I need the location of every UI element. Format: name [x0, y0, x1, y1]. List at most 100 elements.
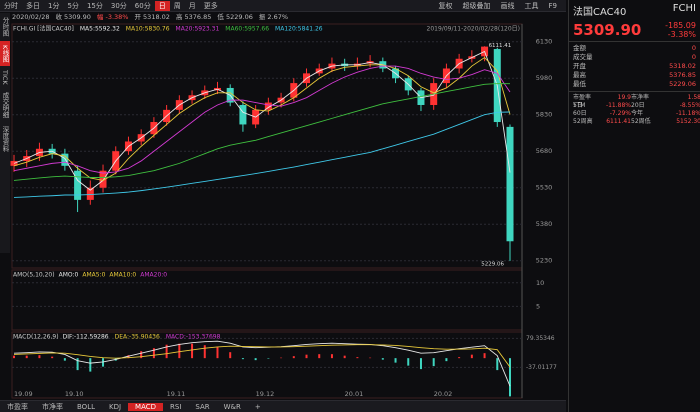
- indicator-tab[interactable]: 市净率: [42, 402, 63, 411]
- macd-bar: [203, 345, 206, 359]
- quote-label: 金额: [573, 44, 586, 52]
- macd-bar: [394, 358, 397, 363]
- macd-bar: [330, 354, 333, 359]
- macd-bar: [483, 353, 486, 359]
- macd-bar: [191, 343, 194, 359]
- y-tick-label: 5980: [536, 74, 553, 82]
- y-tick-label: 6130: [536, 38, 553, 46]
- indicator-tab[interactable]: +: [254, 402, 261, 411]
- tool-button[interactable]: 画线: [500, 2, 515, 10]
- view-tab[interactable]: K线图: [0, 40, 10, 66]
- period-tab[interactable]: 月: [188, 1, 196, 10]
- chart: 2020/02/28 收 5309.90 幅 -3.38% 开 5318.02 高 53…: [10, 12, 557, 399]
- macd-bar: [280, 357, 283, 359]
- macd-line: [13, 340, 511, 387]
- indicator-tab[interactable]: BOLL: [77, 402, 95, 411]
- period-tab[interactable]: 15分: [86, 1, 103, 10]
- chart-title: FCHI.GI [法国CAC40]: [13, 25, 74, 33]
- period-tab[interactable]: 分时: [4, 1, 18, 10]
- y-tick-label: 5530: [536, 184, 553, 192]
- macd-bar: [432, 358, 435, 367]
- legend-item: AMA5:0: [82, 272, 105, 279]
- ma-line: [13, 83, 511, 181]
- period-tab[interactable]: 多日: [26, 1, 40, 10]
- bottom-tabs: 市盈率 市净率 BOLL KDJ MACD RSI SAR W&R +: [0, 400, 566, 412]
- panel-frame: [11, 23, 523, 269]
- x-tick-label: 20.01: [345, 390, 364, 398]
- legend-item: MA60:5957.66: [225, 26, 269, 33]
- ma-line: [13, 56, 511, 181]
- macd-bar: [470, 354, 473, 359]
- stat-label: 60日: [573, 110, 587, 117]
- macd-bar: [89, 358, 92, 372]
- tools: 复权 超级叠加 画线 工具 F9: [434, 0, 562, 12]
- ma-line: [13, 50, 511, 191]
- tool-button[interactable]: 工具: [524, 2, 539, 10]
- macd-bar: [458, 357, 461, 359]
- quote-label: 成交量: [573, 53, 593, 61]
- y-tick-label: -37.01177: [526, 364, 557, 371]
- macd-bar: [305, 354, 308, 359]
- tool-button[interactable]: 超级叠加: [462, 2, 491, 10]
- info-item: 高 5376.85: [176, 12, 211, 21]
- period-tab[interactable]: 周: [173, 1, 181, 10]
- indicator-tab[interactable]: MACD: [128, 402, 164, 411]
- candle-body: [86, 187, 94, 200]
- quote-price: 5309.90: [573, 21, 642, 39]
- legend-item: MACD:-153.37698: [166, 334, 221, 341]
- ma-line: [13, 111, 511, 198]
- macd-bar: [13, 355, 15, 359]
- period-tab[interactable]: 日: [154, 0, 170, 11]
- y-tick-label: 10: [536, 279, 544, 287]
- tool-button[interactable]: F9: [548, 2, 557, 10]
- tool-button[interactable]: 复权: [438, 2, 453, 10]
- period-tab[interactable]: 更多: [203, 1, 218, 10]
- period-tab[interactable]: 1分: [48, 1, 60, 10]
- indicator-tab[interactable]: W&R: [223, 402, 241, 411]
- period-tab[interactable]: 5分: [67, 1, 79, 10]
- quote-label: 开盘: [573, 62, 586, 70]
- macd-bar: [165, 344, 168, 359]
- view-tab[interactable]: TICK: [1, 69, 9, 85]
- indicator-tab[interactable]: KDJ: [109, 402, 122, 411]
- y-tick-label: 5: [536, 302, 540, 310]
- toolbar: 分时 多日 1分 5分 15分 30分 60分日周月更多 复权 超级叠加 画线 工具 F9: [0, 0, 566, 12]
- macd-bar: [152, 348, 155, 359]
- stat-row: 60日 -7.29% 今年 -11.18%: [569, 110, 700, 118]
- ma-line: [13, 65, 511, 174]
- quote-label: 最高: [573, 71, 586, 79]
- info-item: 开 5318.02: [134, 13, 169, 21]
- stat-value: 19.9: [617, 94, 631, 101]
- view-tab[interactable]: 分时图: [1, 17, 9, 37]
- candle-body: [99, 170, 107, 188]
- stat-value: 6111.41: [606, 118, 631, 125]
- info-item: 收 5309.90: [55, 12, 90, 21]
- x-tick-label: 19.11: [167, 390, 186, 398]
- panel-frame: [11, 331, 523, 399]
- macd-bar: [140, 351, 143, 359]
- legend-item: MA120:5841.26: [275, 26, 323, 33]
- indicator-tab[interactable]: 市盈率: [7, 402, 28, 411]
- macd-bar: [318, 354, 321, 359]
- info-item: 幅 -3.38%: [97, 12, 129, 21]
- period-tab[interactable]: 60分: [134, 1, 151, 10]
- macd-bar: [178, 343, 181, 359]
- quote-label: 最低: [573, 80, 586, 88]
- macd-bar: [369, 357, 372, 359]
- quote-value: 5318.02: [669, 62, 696, 70]
- indicator-tab[interactable]: RSI: [170, 402, 182, 411]
- info-item: 2020/02/28: [12, 13, 49, 21]
- period-tab[interactable]: 30分: [110, 1, 127, 10]
- stat-row: 52周高 6111.41 52周低 5152.30: [569, 118, 700, 126]
- macd-bar: [51, 356, 54, 359]
- indicator-tab[interactable]: SAR: [195, 402, 210, 411]
- view-tab[interactable]: 深度资料: [1, 126, 9, 153]
- quote-value: 0: [691, 53, 696, 61]
- legend-item: DIF:-112.59286: [63, 334, 109, 341]
- left-tabs: 分时图 K线图 TICK 成交明细深度资料: [0, 13, 10, 253]
- macd-bar: [38, 355, 41, 359]
- legend-item: MA10:5830.76: [126, 26, 170, 33]
- stat-row: 5日 -11.88% 20日 -8.55%: [569, 102, 700, 110]
- view-tab[interactable]: 成交明细: [1, 92, 9, 119]
- quote-change: -185.09: [665, 21, 696, 30]
